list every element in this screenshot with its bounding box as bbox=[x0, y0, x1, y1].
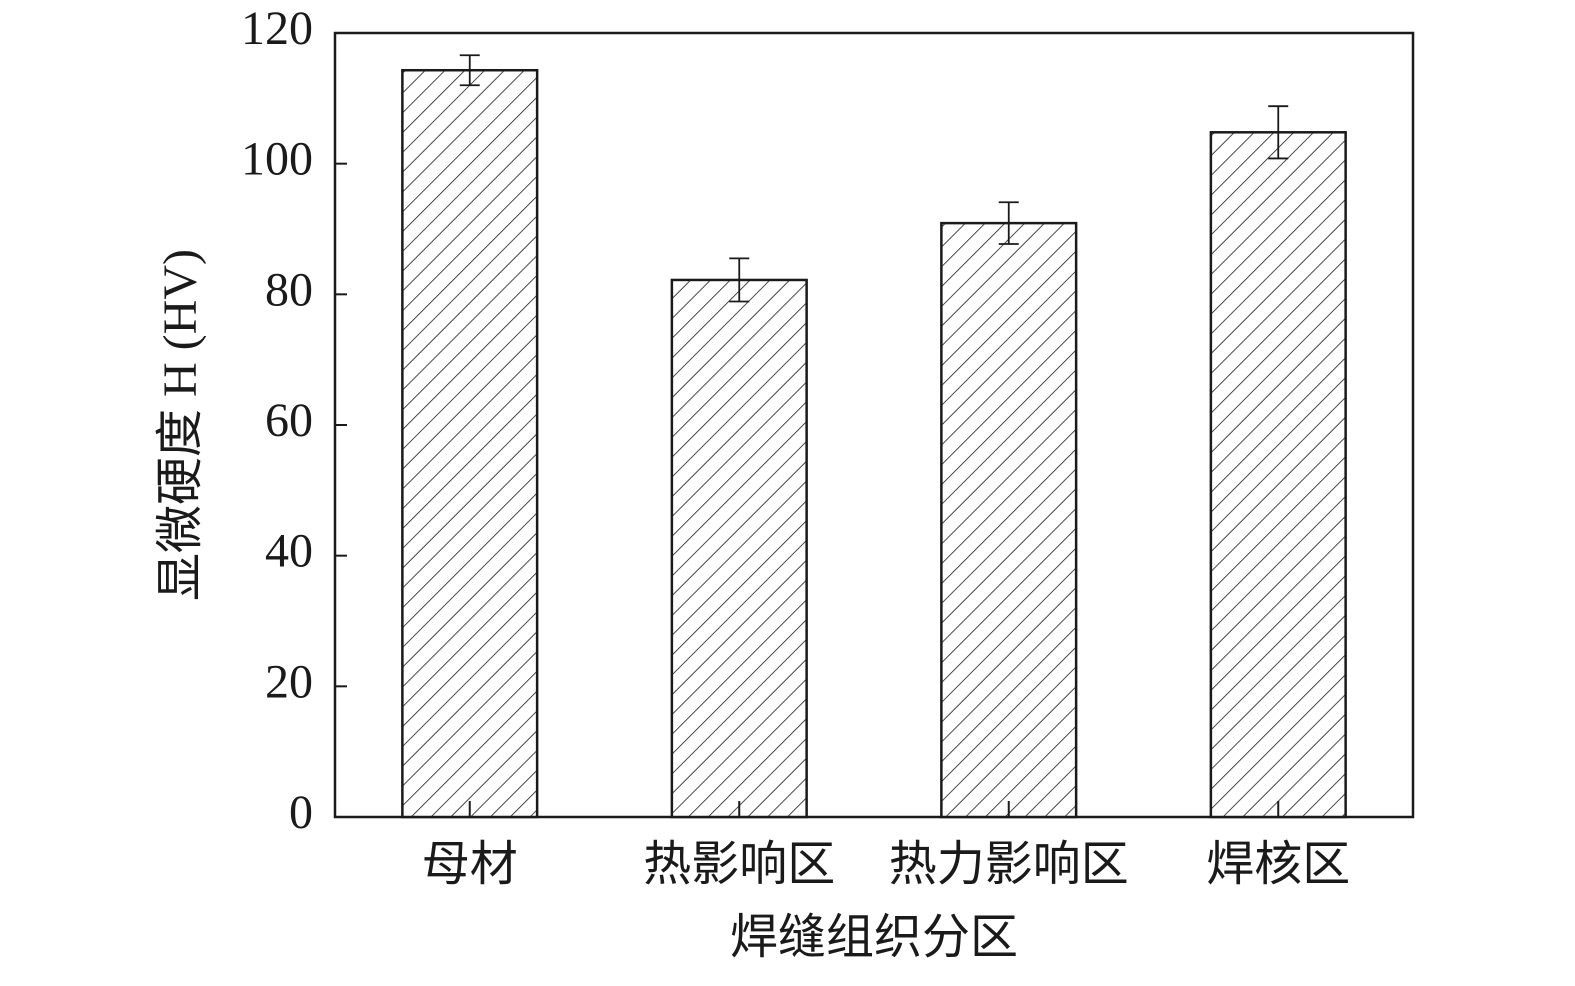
y-tick-label: 60 bbox=[265, 394, 313, 447]
x-tick-label: 热影响区 bbox=[643, 838, 835, 891]
y-tick-label: 80 bbox=[265, 263, 313, 316]
bar bbox=[401, 68, 539, 819]
x-tick-label: 母材 bbox=[422, 838, 518, 891]
x-tick-label: 热力影响区 bbox=[889, 838, 1129, 891]
y-tick-label: 120 bbox=[241, 2, 313, 55]
bar bbox=[940, 221, 1078, 819]
y-tick-label: 100 bbox=[241, 133, 313, 186]
y-tick-label: 20 bbox=[265, 655, 313, 708]
x-axis-label: 焊缝组织分区 bbox=[730, 911, 1018, 964]
y-tick-label: 40 bbox=[265, 525, 313, 578]
bar bbox=[670, 278, 808, 819]
x-tick-label: 焊核区 bbox=[1206, 838, 1350, 891]
y-tick-label: 0 bbox=[289, 786, 313, 839]
bar bbox=[1209, 131, 1347, 819]
y-axis-label: 显微硬度 H (HV) bbox=[154, 249, 207, 601]
